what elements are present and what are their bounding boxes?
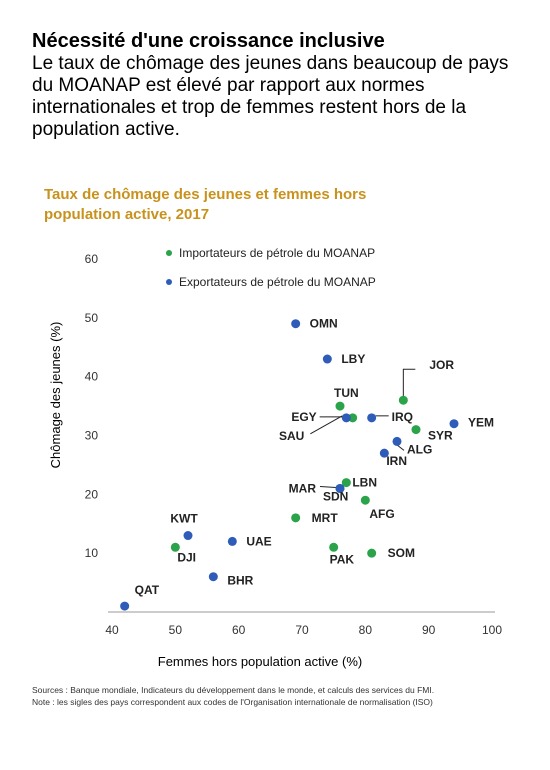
leader-line-jor (402, 368, 416, 401)
point-label-sdn: SDN (323, 489, 348, 503)
legend: Importateurs de pétrole du MOANAP Export… (166, 246, 376, 289)
point-alg (392, 436, 402, 446)
x-ticks: 40 50 60 70 80 90 100 (105, 623, 502, 637)
point-label-lbn: LBN (352, 476, 377, 490)
headline-text: Le taux de chômage des jeunes dans beauc… (32, 53, 509, 140)
point-omn (291, 319, 301, 329)
point-som (367, 548, 377, 558)
footnotes: Sources : Banque mondiale, Indicateurs d… (32, 684, 522, 708)
y-tick-label: 50 (85, 311, 99, 325)
point-uae (227, 536, 237, 546)
y-tick-label: 60 (85, 252, 99, 266)
y-tick-label: 10 (85, 546, 99, 560)
scatter-chart: Taux de chômage des jeunes et femmes hor… (44, 186, 502, 669)
point-label-jor: JOR (429, 358, 454, 372)
point-label-syr: SYR (428, 429, 453, 443)
y-tick-label: 20 (85, 487, 99, 501)
y-tick-label: 30 (85, 429, 99, 443)
sources-note: Sources : Banque mondiale, Indicateurs d… (32, 685, 435, 695)
chart-title-line2: population active, 2017 (44, 206, 209, 223)
point-label-qat: QAT (135, 583, 160, 597)
point-label-alg: ALG (407, 442, 432, 456)
point-syr (411, 425, 421, 435)
legend-label-importers: Importateurs de pétrole du MOANAP (179, 246, 375, 260)
point-kwt (183, 531, 193, 541)
point-label-omn: OMN (310, 317, 338, 331)
point-tun (335, 401, 345, 411)
point-bhr (208, 572, 218, 582)
point-irn (379, 448, 389, 458)
leader-line-sau (310, 415, 343, 435)
x-tick-label: 90 (422, 623, 436, 637)
legend-marker-exporters (166, 279, 172, 285)
chart-title-line1: Taux de chômage des jeunes et femmes hor… (44, 186, 366, 203)
point-label-bhr: BHR (227, 574, 253, 588)
point-label-irn: IRN (386, 454, 407, 468)
point-lby (322, 354, 332, 364)
point-label-lby: LBY (341, 352, 365, 366)
point-yem (449, 419, 459, 429)
point-egy (348, 413, 358, 423)
y-tick-label: 40 (85, 370, 99, 384)
legend-marker-importers (166, 250, 172, 256)
label-leader-lines (310, 368, 416, 488)
point-jor (398, 395, 408, 405)
point-lbn (341, 478, 351, 488)
point-label-kwt: KWT (170, 512, 198, 526)
x-tick-label: 60 (232, 623, 246, 637)
point-label-yem: YEM (468, 416, 494, 430)
leader-line-mar (319, 485, 337, 488)
point-label-mar: MAR (289, 481, 317, 495)
point-irq (367, 413, 377, 423)
point-label-egy: EGY (291, 410, 316, 424)
legend-label-exporters: Exportateurs de pétrole du MOANAP (179, 275, 376, 289)
x-tick-label: 70 (295, 623, 309, 637)
point-label-som: SOM (388, 546, 415, 560)
point-label-sau: SAU (279, 429, 304, 443)
data-points (120, 319, 459, 611)
point-label-tun: TUN (334, 386, 359, 400)
point-mrt (291, 513, 301, 523)
point-labels: JOR TUN EGY SYR LBN MAR AFG MRT DJI PAK SOM OMN LBY I… (135, 317, 494, 597)
point-afg (360, 495, 370, 505)
x-tick-label: 80 (359, 623, 373, 637)
point-sau (341, 413, 351, 423)
x-tick-label: 50 (169, 623, 183, 637)
point-label-afg: AFG (369, 507, 394, 521)
x-tick-label: 100 (482, 623, 502, 637)
y-axis-label: Chômage des jeunes (%) (48, 322, 63, 469)
point-dji (170, 542, 180, 552)
point-qat (120, 601, 130, 611)
headline: Nécessité d'une croissance inclusive Le … (32, 30, 532, 141)
point-pak (329, 542, 339, 552)
point-label-mrt: MRT (312, 511, 339, 525)
headline-title: Nécessité d'une croissance inclusive (32, 30, 385, 52)
x-axis-label: Femmes hors population active (%) (158, 654, 362, 669)
point-label-dji: DJI (177, 550, 196, 564)
point-label-pak: PAK (330, 552, 355, 566)
point-sdn (335, 483, 345, 493)
point-label-irq: IRQ (392, 410, 413, 424)
x-tick-label: 40 (105, 623, 119, 637)
iso-note: Note : les sigles des pays correspondent… (32, 697, 433, 707)
y-ticks: 10 20 30 40 50 60 (85, 252, 99, 560)
point-label-uae: UAE (246, 534, 271, 548)
